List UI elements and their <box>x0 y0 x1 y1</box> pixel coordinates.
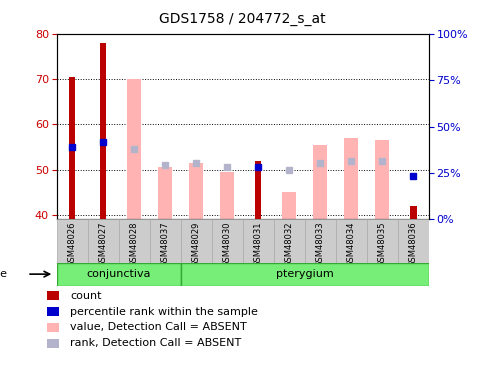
Bar <box>367 219 398 262</box>
Text: count: count <box>70 291 102 301</box>
Text: GSM48032: GSM48032 <box>285 222 294 267</box>
Bar <box>119 219 150 262</box>
Text: GSM48030: GSM48030 <box>223 222 232 267</box>
Bar <box>410 206 417 219</box>
Text: GSM48037: GSM48037 <box>161 222 170 267</box>
Bar <box>88 219 119 262</box>
Bar <box>314 145 327 219</box>
Text: GSM48035: GSM48035 <box>378 222 387 267</box>
Text: GSM48036: GSM48036 <box>409 222 418 267</box>
Bar <box>47 291 59 300</box>
Bar <box>57 219 88 262</box>
Text: GSM48031: GSM48031 <box>254 222 263 267</box>
Text: GSM48026: GSM48026 <box>68 222 77 267</box>
Bar <box>305 219 336 262</box>
Bar <box>274 219 305 262</box>
Text: tissue: tissue <box>0 269 7 279</box>
Bar <box>181 262 429 286</box>
Bar <box>57 262 181 286</box>
Text: GSM48028: GSM48028 <box>130 222 139 267</box>
Text: GSM48027: GSM48027 <box>99 222 108 267</box>
Text: percentile rank within the sample: percentile rank within the sample <box>70 306 258 316</box>
Bar <box>47 339 59 348</box>
Text: conjunctiva: conjunctiva <box>86 269 151 279</box>
Bar <box>69 77 75 219</box>
Bar <box>158 167 172 219</box>
Bar <box>336 219 367 262</box>
Text: GSM48033: GSM48033 <box>316 222 325 267</box>
Bar <box>181 219 212 262</box>
Bar <box>189 163 203 219</box>
Text: GSM48029: GSM48029 <box>192 222 201 267</box>
Bar <box>220 172 234 219</box>
Bar <box>47 307 59 316</box>
Text: value, Detection Call = ABSENT: value, Detection Call = ABSENT <box>70 322 246 333</box>
Text: rank, Detection Call = ABSENT: rank, Detection Call = ABSENT <box>70 338 241 348</box>
Bar <box>255 160 261 219</box>
Bar <box>212 219 243 262</box>
Bar <box>150 219 181 262</box>
Bar <box>100 43 106 219</box>
Text: GSM48034: GSM48034 <box>347 222 356 267</box>
Bar <box>282 192 296 219</box>
Bar <box>375 140 389 219</box>
Bar <box>345 138 358 219</box>
Bar <box>47 323 59 332</box>
Text: pterygium: pterygium <box>276 269 334 279</box>
Text: GDS1758 / 204772_s_at: GDS1758 / 204772_s_at <box>160 12 326 26</box>
Bar <box>127 79 141 219</box>
Bar <box>398 219 429 262</box>
Bar <box>243 219 274 262</box>
